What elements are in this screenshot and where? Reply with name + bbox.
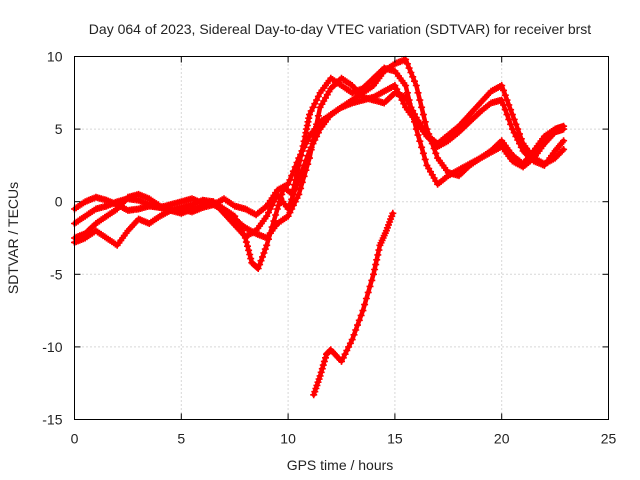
y-axis-label: SDTVAR / TECUs xyxy=(5,182,21,294)
series-pass-1 xyxy=(72,65,566,271)
x-tick-label: 25 xyxy=(601,431,617,447)
y-tick-label: 10 xyxy=(47,49,63,65)
x-tick-label: 0 xyxy=(71,431,79,447)
chart-title: Day 064 of 2023, Sidereal Day-to-day VTE… xyxy=(89,21,591,37)
y-tick-label: -5 xyxy=(50,266,63,282)
plot-frame xyxy=(74,56,609,420)
x-tick-label: 5 xyxy=(177,431,185,447)
series-pass-5 xyxy=(311,211,396,398)
y-tick-label: 0 xyxy=(55,194,63,210)
axis-ticks: 0 5 10 15 20 25 -15 -10 -5 0 5 10 xyxy=(42,49,616,447)
series-pass-3 xyxy=(72,83,566,248)
series-pass-4 xyxy=(72,76,566,241)
y-tick-label: -15 xyxy=(42,412,62,428)
x-axis-label: GPS time / hours xyxy=(287,457,394,473)
grid-lines xyxy=(74,56,609,420)
data-series xyxy=(71,55,568,399)
y-tick-label: -10 xyxy=(42,339,62,355)
x-tick-label: 15 xyxy=(387,431,403,447)
y-tick-label: 5 xyxy=(55,121,63,137)
x-tick-label: 20 xyxy=(494,431,510,447)
x-tick-label: 10 xyxy=(280,431,296,447)
